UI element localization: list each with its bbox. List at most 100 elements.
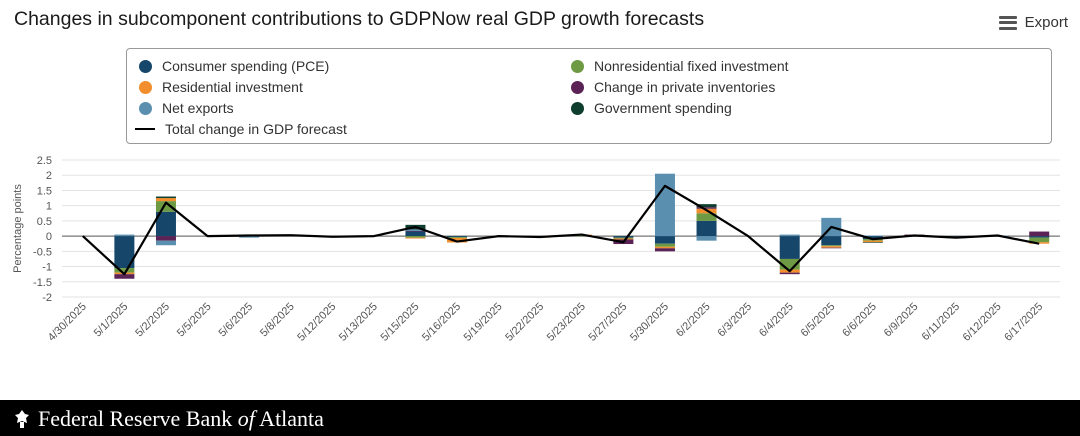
bar-segment [654,243,675,247]
bar-segment [1029,231,1050,237]
chart-legend: Consumer spending (PCE) Residential inve… [126,48,1052,144]
bar-segment [613,236,634,238]
y-tick-label: 0.5 [37,216,52,228]
x-tick-label: 5/16/2025 [420,301,463,344]
legend-item-residential[interactable]: Residential investment [139,79,303,95]
bar-segment [114,236,135,269]
bar-segment [239,236,260,238]
legend-label-residential: Residential investment [162,79,303,95]
bar-segment [779,234,800,237]
bar-segment [405,230,426,232]
bar-segment [447,236,468,238]
bar-segment [821,245,842,247]
x-tick-label: 6/9/2025 [882,301,921,340]
y-tick-label: -0.5 [33,246,52,258]
x-tick-label: 6/11/2025 [920,301,963,344]
bar-segment [447,237,468,238]
bar-segment [862,242,883,243]
x-tick-label: 5/23/2025 [545,301,588,344]
legend-item-government[interactable]: Government spending [571,100,732,116]
legend-item-nonresidential[interactable]: Nonresidential fixed investment [571,58,789,74]
y-tick-label: 1.5 [37,185,52,197]
bar-segment [779,258,800,270]
bar-segment [613,237,634,239]
eagle-logo-icon [15,410,29,428]
x-tick-label: 5/2/2025 [133,301,172,340]
x-tick-label: 5/1/2025 [92,301,131,340]
legend-dot-residential [139,80,152,94]
legend-item-net-exports[interactable]: Net exports [139,100,234,116]
bar-segment [447,237,468,243]
legend-item-inventories[interactable]: Change in private inventories [571,79,775,95]
bar-segment [696,220,717,237]
legend-dot-inventories [571,80,584,94]
y-tick-label: 0 [46,231,52,243]
legend-label-inventories: Change in private inventories [594,79,776,95]
legend-label-total: Total change in GDP forecast [165,121,347,137]
x-tick-label: 5/19/2025 [462,301,505,344]
legend-item-total[interactable]: Total change in GDP forecast [135,121,347,137]
footer-brand-italic: of [237,406,255,431]
bar-segment [821,247,842,249]
bar-segment [613,238,634,240]
legend-label-pce: Consumer spending (PCE) [162,58,330,74]
x-tick-label: 6/17/2025 [1002,301,1045,344]
legend-item-pce[interactable]: Consumer spending (PCE) [139,58,329,74]
bar-segment [779,272,800,275]
legend-dot-government [571,101,584,115]
bar-segment [696,204,717,208]
bar-segment [862,240,883,243]
x-tick-label: 6/2/2025 [674,301,713,340]
bar-segment [571,235,592,237]
bar-segment [654,236,675,244]
legend-label-nonresidential: Nonresidential fixed investment [594,58,789,74]
bar-segment [821,246,842,248]
bar-segment [155,211,176,237]
export-button[interactable]: Export [998,14,1068,31]
bar-segment [114,274,135,279]
total-line [82,184,1040,276]
bar-segment [696,207,717,209]
bar-segment [155,236,176,241]
footer-bar: Federal Reserve Bank of Atlanta [0,400,1080,436]
bar-segment [696,213,717,221]
x-tick-label: 5/27/2025 [586,301,629,344]
bar-segment [405,229,426,231]
bar-segment [821,236,842,246]
export-label: Export [1024,14,1068,31]
bar-segment [155,201,176,212]
bar-segment [405,231,426,237]
bar-segment [155,198,176,202]
bar-segment [405,236,426,238]
y-tick-label: 1 [46,201,52,213]
legend-dot-nonresidential [571,59,584,73]
y-tick-label: -2 [42,292,52,304]
legend-label-net-exports: Net exports [162,100,234,116]
bar-segment [155,196,176,199]
bar-segment [1029,236,1050,238]
bar-segment [862,236,883,240]
bar-segment [1029,237,1050,243]
x-tick-label: 6/3/2025 [715,301,754,340]
x-tick-label: 5/12/2025 [295,301,338,344]
x-tick-label: 5/22/2025 [503,301,546,344]
bar-segment [654,173,675,237]
legend-dot-net-exports [139,101,152,115]
bar-segment [862,235,883,237]
bar-segment [779,236,800,259]
bar-segment [654,248,675,252]
legend-label-government: Government spending [594,100,732,116]
chart-plot: 2.5 2 1.5 1 0.5 0 -0.5 -1 -1.5 -2 Percentage point… [12,155,1060,344]
x-tick-label: 5/8/2025 [258,301,297,340]
y-axis-label: Percentage points [12,184,24,273]
menu-icon [998,15,1017,30]
y-tick-label: 2 [46,170,52,182]
bar-segment [155,240,176,246]
x-tick-label: 5/30/2025 [628,301,671,344]
x-tick-label: 6/6/2025 [840,301,879,340]
x-tick-label: 5/15/2025 [378,301,421,344]
x-tick-label: 4/30/2025 [46,301,89,344]
x-tick-label: 6/12/2025 [961,301,1004,344]
x-tick-label: 6/5/2025 [799,301,838,340]
legend-line-total [135,128,155,130]
